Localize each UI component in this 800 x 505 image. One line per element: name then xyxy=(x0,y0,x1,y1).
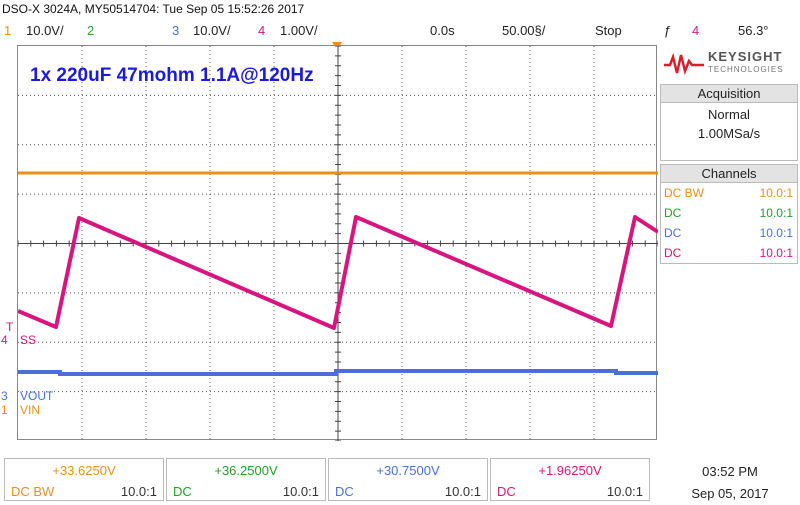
measurement-box[interactable]: +36.2500V DC 10.0:1 xyxy=(166,458,326,501)
run-state[interactable]: Stop xyxy=(595,23,622,38)
ch4-number[interactable]: 4 xyxy=(258,23,266,38)
measurement-ratio: 10.0:1 xyxy=(444,484,481,499)
label-vin: VIN xyxy=(20,403,41,417)
trigger-level[interactable]: 56.3° xyxy=(738,23,769,38)
ch3-marker-number[interactable]: 3 xyxy=(1,389,8,403)
channel-coupling: DC xyxy=(664,206,682,220)
trigger-edge-icon: ƒ xyxy=(664,23,672,38)
ch1-scale[interactable]: 10.0V/ xyxy=(26,23,64,38)
measurement-value: +36.2500V xyxy=(214,463,278,478)
channel-coupling: DC xyxy=(664,246,682,260)
channel-probe-ratio: 10.0:1 xyxy=(759,226,793,240)
ch1-marker-number[interactable]: 1 xyxy=(1,403,8,417)
measurement-ratio: 10.0:1 xyxy=(606,484,643,499)
clock: 03:52 PM Sep 05, 2017 xyxy=(665,461,795,505)
ch3-number[interactable]: 3 xyxy=(172,23,180,38)
measurement-coupling: DC xyxy=(335,484,354,499)
channel-coupling: DC xyxy=(664,226,682,240)
channel-row[interactable]: DC 10.0:1 xyxy=(661,243,797,263)
clock-date: Sep 05, 2017 xyxy=(691,486,769,501)
ch4-scale[interactable]: 1.00V/ xyxy=(280,23,318,38)
measurement-box[interactable]: +33.6250V DC BW 10.0:1 xyxy=(4,458,164,501)
measurement-coupling: DC xyxy=(497,484,516,499)
channel-coupling: DC BW xyxy=(664,186,704,200)
ch2-number[interactable]: 2 xyxy=(87,23,95,38)
time-delay[interactable]: 0.0s xyxy=(430,23,455,38)
channel-row[interactable]: DC 10.0:1 xyxy=(661,203,797,223)
channel-probe-ratio: 10.0:1 xyxy=(759,186,793,200)
ch4-ground-marker-icon[interactable]: T xyxy=(6,320,14,334)
channels-panel[interactable]: Channels DC BW 10.0:1 DC 10.0:1 DC 10.0:1 DC 10… xyxy=(660,164,798,264)
ch1-number[interactable]: 1 xyxy=(4,23,12,38)
channel-row[interactable]: DC BW 10.0:1 xyxy=(661,183,797,203)
measurement-bar: +33.6250V DC BW 10.0:1 +36.2500V DC 10.0:1 +30… xyxy=(4,458,650,501)
acquisition-mode: Normal xyxy=(708,107,750,122)
acquisition-rate: 1.00MSa/s xyxy=(697,126,761,141)
waveform-display[interactable] xyxy=(17,45,658,441)
channel-probe-ratio: 10.0:1 xyxy=(759,206,793,220)
ch3-scale[interactable]: 10.0V/ xyxy=(193,23,231,38)
measurement-value: +33.6250V xyxy=(52,463,116,478)
channel-row[interactable]: DC 10.0:1 xyxy=(661,223,797,243)
label-vout: VOUT xyxy=(20,389,54,403)
ch4-marker-number[interactable]: 4 xyxy=(1,333,8,347)
acquisition-panel[interactable]: Acquisition Normal 1.00MSa/s xyxy=(660,84,798,161)
trigger-channel[interactable]: 4 xyxy=(692,23,700,38)
clock-time: 03:52 PM xyxy=(702,464,758,479)
measurement-box[interactable]: +30.7500V DC 10.0:1 xyxy=(328,458,488,501)
trace-ss xyxy=(18,215,658,330)
channels-title: Channels xyxy=(661,165,797,183)
keysight-logo: KEYSIGHT TECHNOLOGIES xyxy=(660,45,798,83)
time-scale[interactable]: 50.00§/ xyxy=(502,23,546,38)
trace-vout xyxy=(18,369,658,376)
graticule xyxy=(18,46,658,441)
measurement-coupling: DC BW xyxy=(11,484,55,499)
keysight-wave-icon xyxy=(664,53,704,75)
measurement-ratio: 10.0:1 xyxy=(120,484,157,499)
measurement-coupling: DC xyxy=(173,484,192,499)
status-bar: 1 10.0V/ 2 3 10.0V/ 4 1.00V/ 0.0s 50.00§… xyxy=(0,22,800,40)
window-title: DSO-X 3024A, MY50514704: Tue Sep 05 15:5… xyxy=(2,2,305,16)
channel-probe-ratio: 10.0:1 xyxy=(759,246,793,260)
measurement-value: +1.96250V xyxy=(538,463,602,478)
screen-annotation: 1x 220uF 47mohm 1.1A@120Hz xyxy=(30,65,314,86)
label-ss: SS xyxy=(20,333,37,347)
measurement-box[interactable]: +1.96250V DC 10.0:1 xyxy=(490,458,650,501)
logo-subtitle: TECHNOLOGIES xyxy=(708,65,784,74)
acquisition-title: Acquisition xyxy=(661,85,797,103)
logo-brand: KEYSIGHT xyxy=(708,49,783,64)
measurement-ratio: 10.0:1 xyxy=(282,484,319,499)
measurement-value: +30.7500V xyxy=(376,463,440,478)
